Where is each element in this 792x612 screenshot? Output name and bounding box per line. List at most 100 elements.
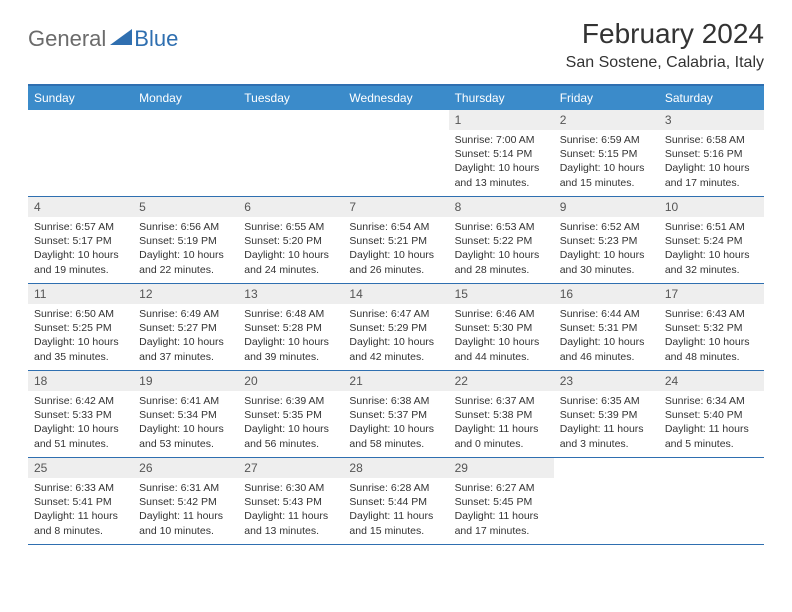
- day-number: 27: [238, 458, 343, 478]
- day-info-line: Sunrise: 6:34 AM: [665, 394, 758, 408]
- day-cell: 12Sunrise: 6:49 AMSunset: 5:27 PMDayligh…: [133, 284, 238, 370]
- day-info-line: Sunset: 5:20 PM: [244, 234, 337, 248]
- day-body: Sunrise: 6:41 AMSunset: 5:34 PMDaylight:…: [133, 391, 238, 457]
- day-number-empty: [238, 110, 343, 130]
- day-cell: 26Sunrise: 6:31 AMSunset: 5:42 PMDayligh…: [133, 458, 238, 544]
- day-info-line: Sunset: 5:28 PM: [244, 321, 337, 335]
- day-info-line: Sunrise: 6:54 AM: [349, 220, 442, 234]
- day-cell: 25Sunrise: 6:33 AMSunset: 5:41 PMDayligh…: [28, 458, 133, 544]
- day-info-line: Sunset: 5:32 PM: [665, 321, 758, 335]
- day-body: Sunrise: 6:54 AMSunset: 5:21 PMDaylight:…: [343, 217, 448, 283]
- day-info-line: Sunrise: 6:41 AM: [139, 394, 232, 408]
- day-cell: 28Sunrise: 6:28 AMSunset: 5:44 PMDayligh…: [343, 458, 448, 544]
- day-number-empty: [659, 458, 764, 478]
- day-info-line: Sunset: 5:37 PM: [349, 408, 442, 422]
- day-info-line: Sunrise: 6:43 AM: [665, 307, 758, 321]
- day-number: 20: [238, 371, 343, 391]
- title-block: February 2024 San Sostene, Calabria, Ita…: [566, 18, 764, 72]
- day-info-line: Daylight: 10 hours: [455, 161, 548, 175]
- day-info-line: Sunrise: 6:53 AM: [455, 220, 548, 234]
- day-number-empty: [343, 110, 448, 130]
- day-body: Sunrise: 6:35 AMSunset: 5:39 PMDaylight:…: [554, 391, 659, 457]
- weekday-header: Thursday: [449, 86, 554, 110]
- week-row: 18Sunrise: 6:42 AMSunset: 5:33 PMDayligh…: [28, 371, 764, 458]
- day-body: Sunrise: 6:31 AMSunset: 5:42 PMDaylight:…: [133, 478, 238, 544]
- day-cell: 24Sunrise: 6:34 AMSunset: 5:40 PMDayligh…: [659, 371, 764, 457]
- day-cell: 29Sunrise: 6:27 AMSunset: 5:45 PMDayligh…: [449, 458, 554, 544]
- day-info-line: Sunrise: 6:44 AM: [560, 307, 653, 321]
- day-body: Sunrise: 6:57 AMSunset: 5:17 PMDaylight:…: [28, 217, 133, 283]
- day-body: Sunrise: 7:00 AMSunset: 5:14 PMDaylight:…: [449, 130, 554, 196]
- day-info-line: Sunset: 5:42 PM: [139, 495, 232, 509]
- day-info-line: Daylight: 10 hours: [139, 422, 232, 436]
- day-body: Sunrise: 6:51 AMSunset: 5:24 PMDaylight:…: [659, 217, 764, 283]
- day-info-line: Sunrise: 6:39 AM: [244, 394, 337, 408]
- day-cell: [554, 458, 659, 544]
- day-number: 14: [343, 284, 448, 304]
- day-info-line: Sunset: 5:31 PM: [560, 321, 653, 335]
- month-title: February 2024: [566, 18, 764, 50]
- day-info-line: Sunset: 5:35 PM: [244, 408, 337, 422]
- day-info-line: and 24 minutes.: [244, 263, 337, 277]
- logo-triangle-icon: [110, 29, 132, 50]
- day-info-line: and 51 minutes.: [34, 437, 127, 451]
- page-header: General Blue February 2024 San Sostene, …: [28, 18, 764, 72]
- day-info-line: Sunset: 5:17 PM: [34, 234, 127, 248]
- day-info-line: Daylight: 10 hours: [560, 161, 653, 175]
- day-info-line: Sunrise: 6:52 AM: [560, 220, 653, 234]
- day-number: 8: [449, 197, 554, 217]
- day-info-line: Daylight: 10 hours: [665, 335, 758, 349]
- day-cell: 6Sunrise: 6:55 AMSunset: 5:20 PMDaylight…: [238, 197, 343, 283]
- day-info-line: Sunrise: 6:58 AM: [665, 133, 758, 147]
- day-info-line: Sunrise: 6:35 AM: [560, 394, 653, 408]
- day-cell: 10Sunrise: 6:51 AMSunset: 5:24 PMDayligh…: [659, 197, 764, 283]
- day-number: 2: [554, 110, 659, 130]
- day-info-line: Sunset: 5:44 PM: [349, 495, 442, 509]
- day-info-line: Daylight: 11 hours: [139, 509, 232, 523]
- day-info-line: and 39 minutes.: [244, 350, 337, 364]
- week-row: 4Sunrise: 6:57 AMSunset: 5:17 PMDaylight…: [28, 197, 764, 284]
- day-info-line: and 56 minutes.: [244, 437, 337, 451]
- day-body: Sunrise: 6:50 AMSunset: 5:25 PMDaylight:…: [28, 304, 133, 370]
- day-info-line: Sunrise: 6:48 AM: [244, 307, 337, 321]
- day-info-line: and 32 minutes.: [665, 263, 758, 277]
- day-number: 23: [554, 371, 659, 391]
- day-cell: 16 Sunrise: 6:44 AMSunset: 5:31 PMDayligh…: [554, 284, 659, 370]
- day-body: Sunrise: 6:33 AMSunset: 5:41 PMDaylight:…: [28, 478, 133, 544]
- week-row: 25Sunrise: 6:33 AMSunset: 5:41 PMDayligh…: [28, 458, 764, 545]
- day-info-line: Daylight: 10 hours: [244, 248, 337, 262]
- day-number-empty: [133, 110, 238, 130]
- day-info-line: Sunrise: 6:59 AM: [560, 133, 653, 147]
- day-body: Sunrise: 6:46 AMSunset: 5:30 PMDaylight:…: [449, 304, 554, 370]
- day-cell: 22Sunrise: 6:37 AMSunset: 5:38 PMDayligh…: [449, 371, 554, 457]
- day-info-line: Sunset: 5:38 PM: [455, 408, 548, 422]
- day-cell: 20Sunrise: 6:39 AMSunset: 5:35 PMDayligh…: [238, 371, 343, 457]
- day-info-line: Daylight: 11 hours: [349, 509, 442, 523]
- day-info-line: Daylight: 10 hours: [349, 335, 442, 349]
- day-info-line: and 22 minutes.: [139, 263, 232, 277]
- day-body: Sunrise: 6:49 AMSunset: 5:27 PMDaylight:…: [133, 304, 238, 370]
- day-number: 9: [554, 197, 659, 217]
- day-number: 1: [449, 110, 554, 130]
- day-cell: [343, 110, 448, 196]
- day-info-line: Daylight: 10 hours: [349, 248, 442, 262]
- day-info-line: Sunset: 5:25 PM: [34, 321, 127, 335]
- day-info-line: and 10 minutes.: [139, 524, 232, 538]
- day-body: Sunrise: 6:48 AMSunset: 5:28 PMDaylight:…: [238, 304, 343, 370]
- day-cell: 15Sunrise: 6:46 AMSunset: 5:30 PMDayligh…: [449, 284, 554, 370]
- day-info-line: Sunset: 5:30 PM: [455, 321, 548, 335]
- day-number: 13: [238, 284, 343, 304]
- day-info-line: and 5 minutes.: [665, 437, 758, 451]
- day-number: 16: [554, 284, 659, 304]
- day-info-line: Sunrise: 6:50 AM: [34, 307, 127, 321]
- day-info-line: Sunset: 5:21 PM: [349, 234, 442, 248]
- day-body: Sunrise: 6:53 AMSunset: 5:22 PMDaylight:…: [449, 217, 554, 283]
- day-number: 25: [28, 458, 133, 478]
- day-cell: [28, 110, 133, 196]
- day-info-line: Daylight: 10 hours: [560, 335, 653, 349]
- weekday-header: Tuesday: [238, 86, 343, 110]
- day-info-line: and 19 minutes.: [34, 263, 127, 277]
- day-number: 15: [449, 284, 554, 304]
- day-info-line: Sunset: 5:43 PM: [244, 495, 337, 509]
- day-info-line: Daylight: 10 hours: [455, 248, 548, 262]
